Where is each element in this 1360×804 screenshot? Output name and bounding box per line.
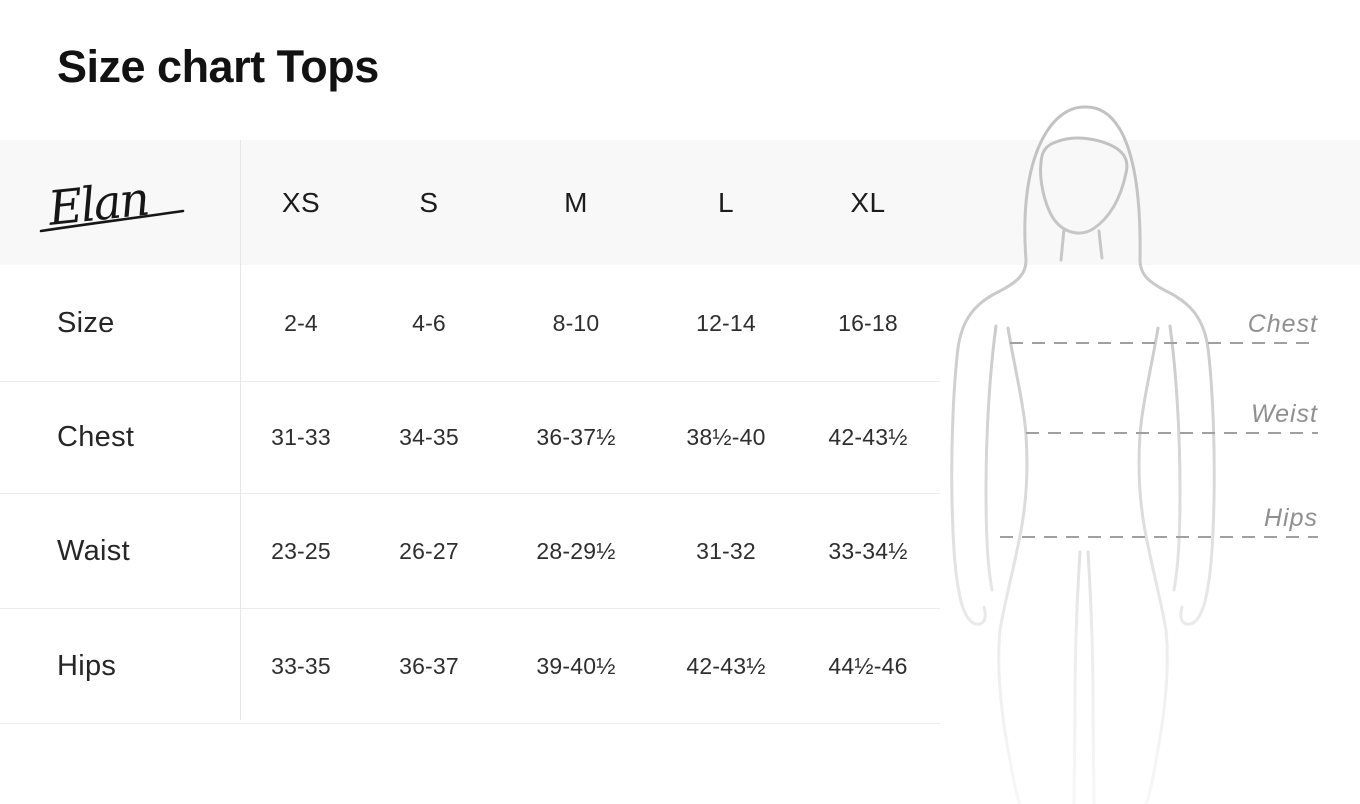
brand-logo-text: Elan [45,172,151,237]
row-label: Size [57,306,115,339]
cell-size-xl: 16-18 [838,309,898,336]
cell-hips-m: 39-40½ [536,652,616,679]
face-outline [1039,136,1129,235]
measurement-labels: Chest Weist Hips [1248,310,1318,532]
neck-right [1097,229,1104,260]
column-header-l: L [717,186,735,218]
row-label: Chest [57,421,135,453]
cell-waist-s: 26-27 [399,537,459,564]
inner-leg-left [1072,550,1082,804]
cell-hips-s: 36-37 [399,652,459,679]
row-label: Waist [57,534,130,567]
hips-label: Hips [1264,504,1318,532]
cell-waist-xs: 23-25 [271,537,331,564]
cell-size-m: 8-10 [552,309,600,336]
brand-logo-cell: Elan [0,140,240,265]
table-row-hips: Hips 33-35 36-37 39-40½ 42-43½ 44½-46 [0,609,940,724]
right-arm-outer [1138,258,1216,626]
cell-chest-l: 38½-40 [686,424,766,450]
table-header-row: Elan XS S M L XL [0,140,940,265]
cell-waist-l: 31-32 [696,537,756,564]
table-row-chest: Chest 31-33 34-35 36-37½ 38½-40 42-43½ [0,382,940,494]
waist-label: Weist [1251,400,1318,428]
row-label: Hips [57,649,117,682]
right-torso-leg [1137,326,1169,804]
cell-size-l: 12-14 [696,309,756,336]
size-table: Elan XS S M L XL Size 2-4 4-6 8-10 12-14… [0,140,940,724]
cell-waist-m: 28-29½ [536,537,616,564]
brand-logo-underline [39,209,185,233]
inner-leg-right [1086,550,1096,804]
column-header-s: S [419,186,439,218]
cell-waist-xl: 33-34½ [828,537,908,564]
chest-label: Chest [1248,310,1318,338]
brand-logo: Elan [39,172,185,237]
body-measurement-figure: Chest Weist Hips [950,105,1318,804]
cell-hips-xl: 44½-46 [828,652,908,679]
left-torso-leg [997,326,1029,804]
table-row-waist: Waist 23-25 26-27 28-29½ 31-32 33-34½ [0,494,940,609]
measurement-lines [1000,342,1318,538]
page-title: Size chart Tops [57,41,379,92]
table-row-size: Size 2-4 4-6 8-10 12-14 16-18 [0,265,940,382]
cell-chest-xl: 42-43½ [828,424,908,450]
cell-hips-xs: 33-35 [271,652,331,679]
column-header-xs: XS [281,186,321,218]
right-arm-inner [1168,324,1182,592]
column-header-xl: XL [850,186,886,218]
cell-chest-m: 36-37½ [536,424,616,450]
cell-hips-l: 42-43½ [686,652,766,679]
table-column-divider [240,140,241,720]
left-arm-outer [950,258,1028,626]
hair-outline [1023,105,1142,262]
left-arm-inner [984,324,998,592]
neck-left [1059,227,1066,262]
cell-chest-s: 34-35 [399,424,459,450]
woman-figure-outline [950,105,1216,804]
cell-size-s: 4-6 [412,309,446,336]
cell-chest-xs: 31-33 [271,424,331,450]
column-header-m: M [564,186,588,218]
cell-size-xs: 2-4 [284,309,318,336]
